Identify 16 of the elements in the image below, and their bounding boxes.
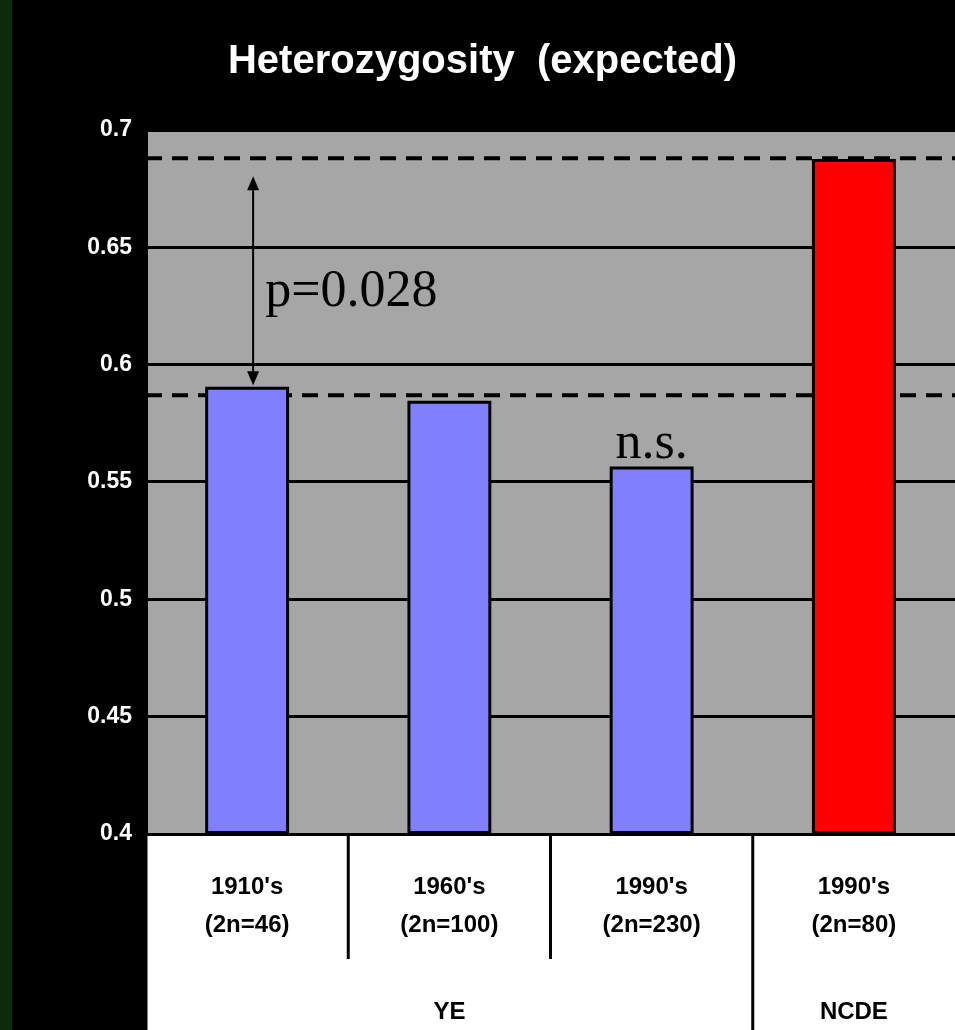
chart-title: Heterozygosity (expected) — [227, 37, 738, 82]
text: YE — [433, 996, 466, 1024]
y-tick-label: 0.55 — [87, 467, 133, 494]
x-tick-label: 1990's (2n=230) — [602, 871, 701, 938]
x-tick-label: 1910's (2n=46) — [204, 871, 290, 938]
x-tick-label: 1990's (2n=80) — [811, 871, 897, 938]
y-tick-label: 0.65 — [87, 232, 133, 259]
y-tick-label: 0.4 — [100, 819, 133, 846]
text: NCDE — [819, 996, 888, 1024]
annotation: p=0.028 — [265, 260, 438, 318]
x-tick-label: 1960's (2n=100) — [400, 871, 499, 938]
y-tick-label: 0.5 — [100, 584, 133, 611]
y-tick-label: 0.45 — [87, 702, 133, 729]
y-tick-label: 0.6 — [100, 350, 132, 377]
y-tick-label: 0.7 — [100, 115, 132, 142]
annotation: n.s. — [615, 411, 688, 469]
